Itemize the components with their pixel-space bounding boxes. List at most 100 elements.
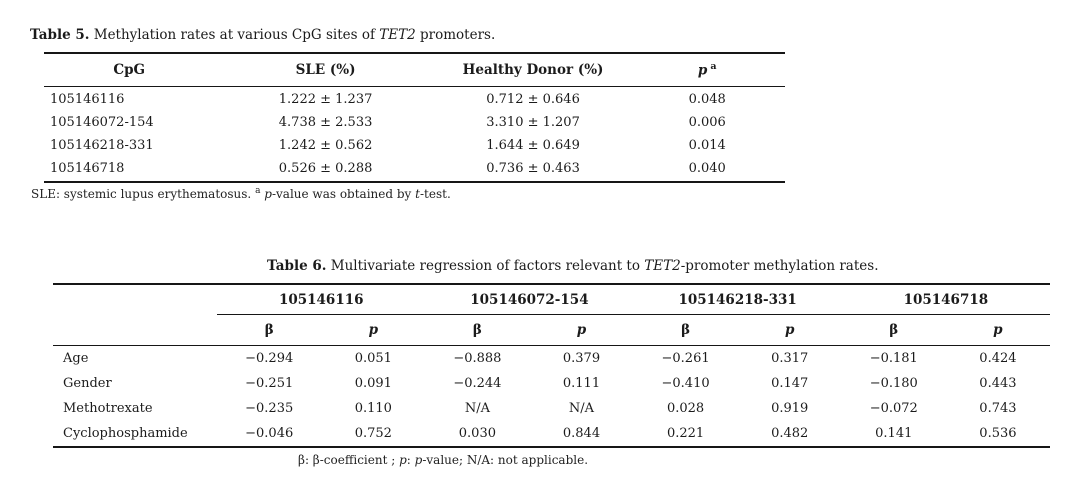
cell-beta: 0.141 <box>875 426 913 441</box>
beta-symbol: β <box>264 322 274 338</box>
table6-group-105146116: 105146116 <box>217 284 426 315</box>
cell-beta: −0.888 <box>453 351 502 366</box>
cell-p: 0.536 <box>979 426 1017 441</box>
table6-row-gender: Gender −0.251 0.091 −0.244 0.111 −0.410 … <box>53 371 1050 396</box>
table6-row-methotrexate: Methotrexate −0.235 0.110 N/A N/A 0.028 … <box>53 396 1050 421</box>
cell-beta: −0.235 <box>245 401 294 416</box>
table6-footnote: β: β-coefficient ; p: p-value; N/A: not … <box>298 453 588 467</box>
cell-cpg: 105146218-331 <box>50 138 154 153</box>
table5-footnote-superscript: a <box>255 186 261 196</box>
table6-caption-gene: TET2 <box>644 257 681 274</box>
table6-caption-label: Table 6. <box>267 257 327 274</box>
table5-footnote: SLE: systemic lupus erythematosus. a p-v… <box>31 186 451 202</box>
table5-caption-end: promoters. <box>415 26 496 43</box>
subheader-beta: β <box>633 314 738 346</box>
table6-row-cyclophosphamide: Cyclophosphamide −0.046 0.752 0.030 0.84… <box>53 421 1050 447</box>
table5-header-sle: SLE (%) <box>214 53 437 87</box>
cell-p: N/A <box>568 401 595 416</box>
cell-sle: 0.526 ± 0.288 <box>278 161 373 176</box>
cell-p: 0.752 <box>354 426 392 441</box>
p-symbol: p <box>784 322 795 338</box>
cell-p: 0.379 <box>562 351 601 366</box>
cell-beta: −0.181 <box>869 351 918 366</box>
table6-footnote-beta: β: β-coefficient ; <box>298 453 400 467</box>
table6-footnote-colon: : <box>406 453 415 467</box>
table5-footnote-p: p <box>264 187 272 201</box>
row-label: Gender <box>63 376 112 391</box>
table6-group-105146218-331: 105146218-331 <box>633 284 842 315</box>
table5-row: 105146718 0.526 ± 0.288 0.736 ± 0.463 0.… <box>44 157 785 182</box>
table6-group-105146072-154: 105146072-154 <box>425 284 634 315</box>
table6-caption: Table 6. Multivariate regression of fact… <box>267 258 879 274</box>
table6: 105146116 105146072-154 105146218-331 10… <box>53 283 1050 448</box>
cell-healthy: 3.310 ± 1.207 <box>486 115 580 130</box>
row-label: Cyclophosphamide <box>63 426 188 441</box>
table5-caption: Table 5. Methylation rates at various Cp… <box>30 27 495 43</box>
cell-beta: −0.294 <box>245 351 294 366</box>
cell-p: 0.110 <box>354 401 392 416</box>
table5-row: 105146072-154 4.738 ± 2.533 3.310 ± 1.20… <box>44 111 785 134</box>
cell-healthy: 1.644 ± 0.649 <box>486 138 580 153</box>
cell-cpg: 105146072-154 <box>50 115 154 130</box>
table5-header-cpg: CpG <box>44 53 215 87</box>
beta-symbol: β <box>472 322 482 338</box>
cell-p: 0.482 <box>771 426 809 441</box>
table6-caption-end: -promoter methylation rates. <box>680 257 879 274</box>
cell-beta: 0.030 <box>458 426 496 441</box>
cell-p: 0.014 <box>688 138 726 153</box>
cell-p: 0.317 <box>771 351 809 366</box>
table5-row: 105146218-331 1.242 ± 0.562 1.644 ± 0.64… <box>44 134 785 157</box>
cell-beta: N/A <box>464 401 490 416</box>
table6-group-105146718: 105146718 <box>841 284 1050 315</box>
cell-p: 0.040 <box>688 161 726 176</box>
cell-beta: −0.046 <box>245 426 294 441</box>
table6-corner-cell <box>53 284 218 346</box>
table5-header-p-superscript: a <box>710 61 717 73</box>
table6-footnote-end: -value; N/A: not applicable. <box>422 453 589 467</box>
cell-healthy: 0.712 ± 0.646 <box>486 92 580 107</box>
table5-header-p-symbol: p <box>697 62 708 79</box>
cell-p: 0.919 <box>771 401 809 416</box>
subheader-p: p <box>945 314 1050 346</box>
row-label: Age <box>63 351 89 366</box>
subheader-beta: β <box>841 314 946 346</box>
cell-beta: −0.251 <box>245 376 294 391</box>
beta-symbol: β <box>681 322 691 338</box>
table5-caption-text: Methylation rates at various CpG sites o… <box>89 26 380 43</box>
table5-row: 105146116 1.222 ± 1.237 0.712 ± 0.646 0.… <box>44 87 785 112</box>
subheader-beta: β <box>425 314 530 346</box>
cell-p: 0.147 <box>771 376 809 391</box>
subheader-p: p <box>321 314 426 346</box>
cell-sle: 1.222 ± 1.237 <box>278 92 373 107</box>
table6-row-age: Age −0.294 0.051 −0.888 0.379 −0.261 0.3… <box>53 346 1050 372</box>
cell-p: 0.443 <box>979 376 1017 391</box>
cell-p: 0.743 <box>979 401 1017 416</box>
cell-beta: −0.244 <box>453 376 502 391</box>
table5-footnote-end: -test. <box>419 187 451 201</box>
table6-footnote-p2: p <box>414 453 423 467</box>
p-symbol: p <box>576 322 587 338</box>
table5-caption-label: Table 5. <box>30 26 90 43</box>
table6-caption-text: Multivariate regression of factors relev… <box>326 257 645 274</box>
subheader-p: p <box>529 314 634 346</box>
cell-beta: −0.410 <box>661 376 710 391</box>
table5-caption-gene: TET2 <box>379 26 416 43</box>
table5-footnote-t: t <box>415 187 420 201</box>
table5-header-healthy-donor: Healthy Donor (%) <box>436 53 630 87</box>
cell-sle: 4.738 ± 2.533 <box>278 115 373 130</box>
subheader-beta: β <box>217 314 322 346</box>
cell-beta: −0.072 <box>869 401 918 416</box>
cell-p: 0.048 <box>688 92 726 107</box>
cell-p: 0.006 <box>688 115 726 130</box>
cell-cpg: 105146116 <box>50 92 125 107</box>
cell-beta: 0.221 <box>666 426 705 441</box>
table6-group-header-row: 105146116 105146072-154 105146218-331 10… <box>53 284 1050 346</box>
table6-footnote-p1: p <box>399 453 407 467</box>
subheader-p: p <box>737 314 842 346</box>
p-symbol: p <box>993 322 1003 338</box>
row-label: Methotrexate <box>63 401 153 416</box>
cell-p: 0.051 <box>354 351 392 366</box>
